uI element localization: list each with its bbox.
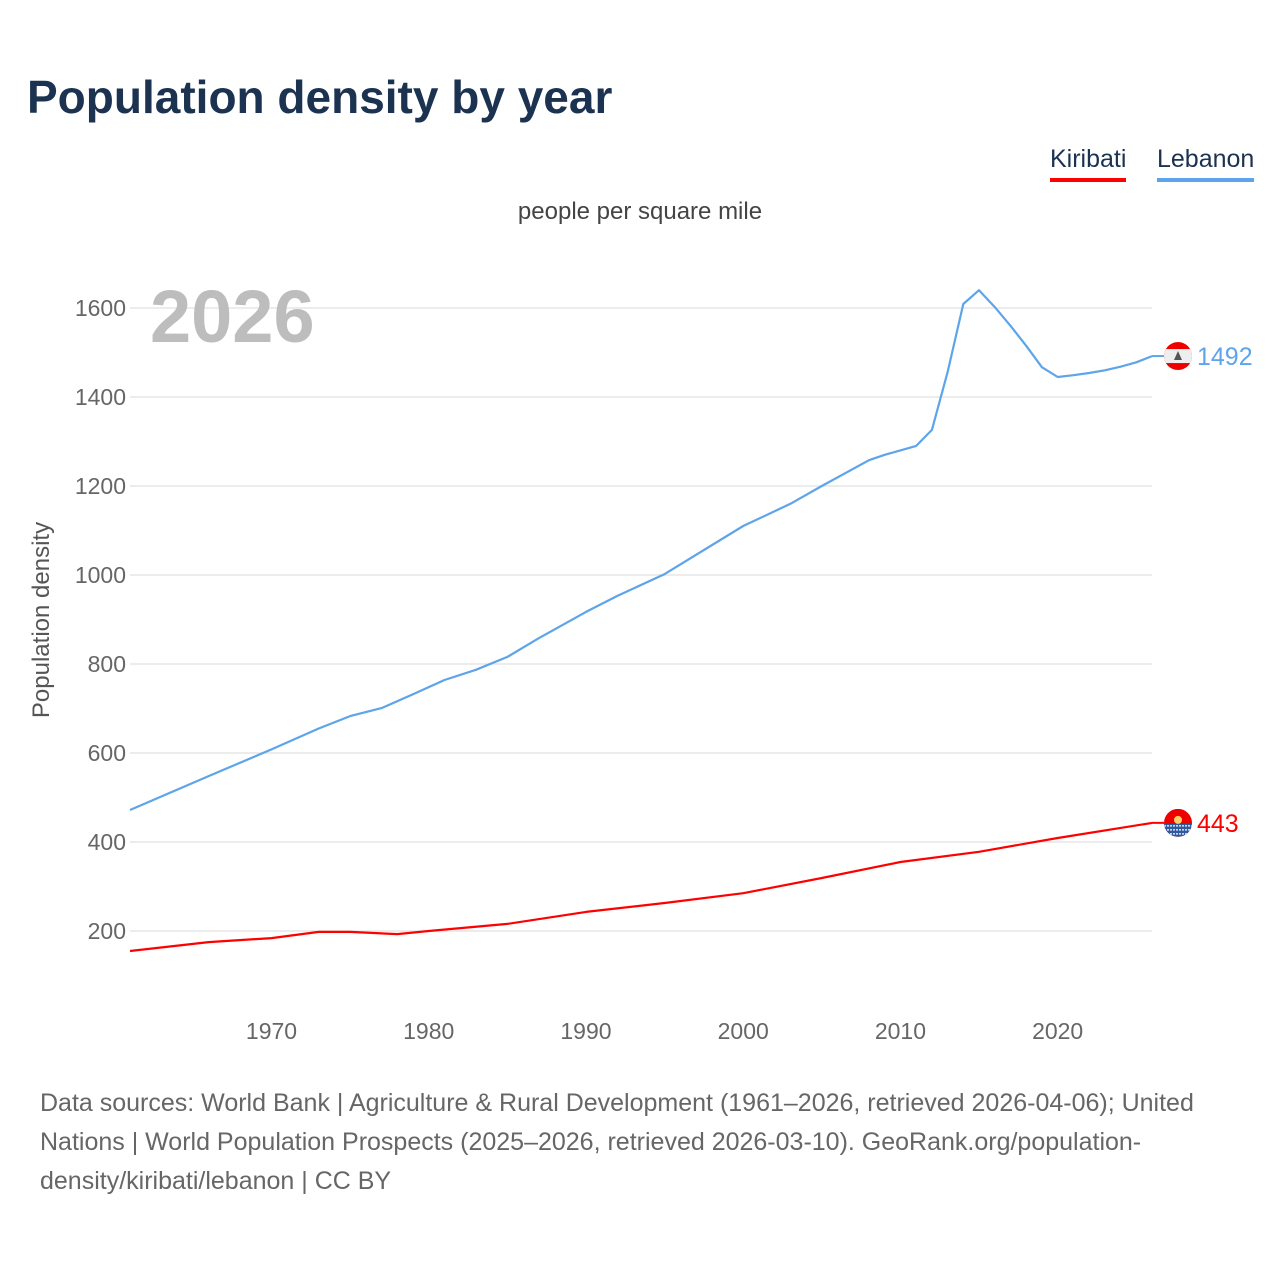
cedar-icon xyxy=(1174,351,1182,361)
year-watermark: 2026 xyxy=(150,275,315,358)
legend-item-lebanon[interactable]: Lebanon xyxy=(1157,145,1255,182)
data-source-note: Data sources: World Bank | Agriculture &… xyxy=(40,1089,1194,1195)
x-tick-label: 2000 xyxy=(718,1018,769,1044)
x-tick-label: 1970 xyxy=(246,1018,297,1044)
y-tick-label: 1600 xyxy=(75,295,126,321)
chart-subtitle: people per square mile xyxy=(517,198,763,225)
y-tick-label: 200 xyxy=(88,918,126,944)
x-tick-label: 1990 xyxy=(560,1018,611,1044)
y-tick-label: 800 xyxy=(88,651,126,677)
y-tick-label: 600 xyxy=(88,740,126,766)
y-tick-label: 400 xyxy=(88,829,126,855)
kiribati-flag-icon xyxy=(1164,808,1192,837)
chart-title: Population density by year xyxy=(27,71,613,123)
end-value-label: 1492 xyxy=(1197,343,1253,371)
end-value-label: 443 xyxy=(1197,810,1239,838)
series-line-kiribati xyxy=(129,821,1153,953)
x-tick-label: 2020 xyxy=(1032,1018,1083,1044)
lebanon-flag-icon xyxy=(1164,342,1192,371)
x-tick-label: 1980 xyxy=(403,1018,454,1044)
flag xyxy=(1164,808,1192,837)
y-tick-label: 1200 xyxy=(75,473,126,499)
y-tick-label: 1000 xyxy=(75,562,126,588)
series-line-lebanon xyxy=(129,289,1153,812)
y-tick-label: 1400 xyxy=(75,384,126,410)
flag xyxy=(1164,342,1192,371)
x-tick-label: 2010 xyxy=(875,1018,926,1044)
sun xyxy=(1174,815,1182,824)
legend-item-kiribati[interactable]: Kiribati xyxy=(1050,145,1127,182)
